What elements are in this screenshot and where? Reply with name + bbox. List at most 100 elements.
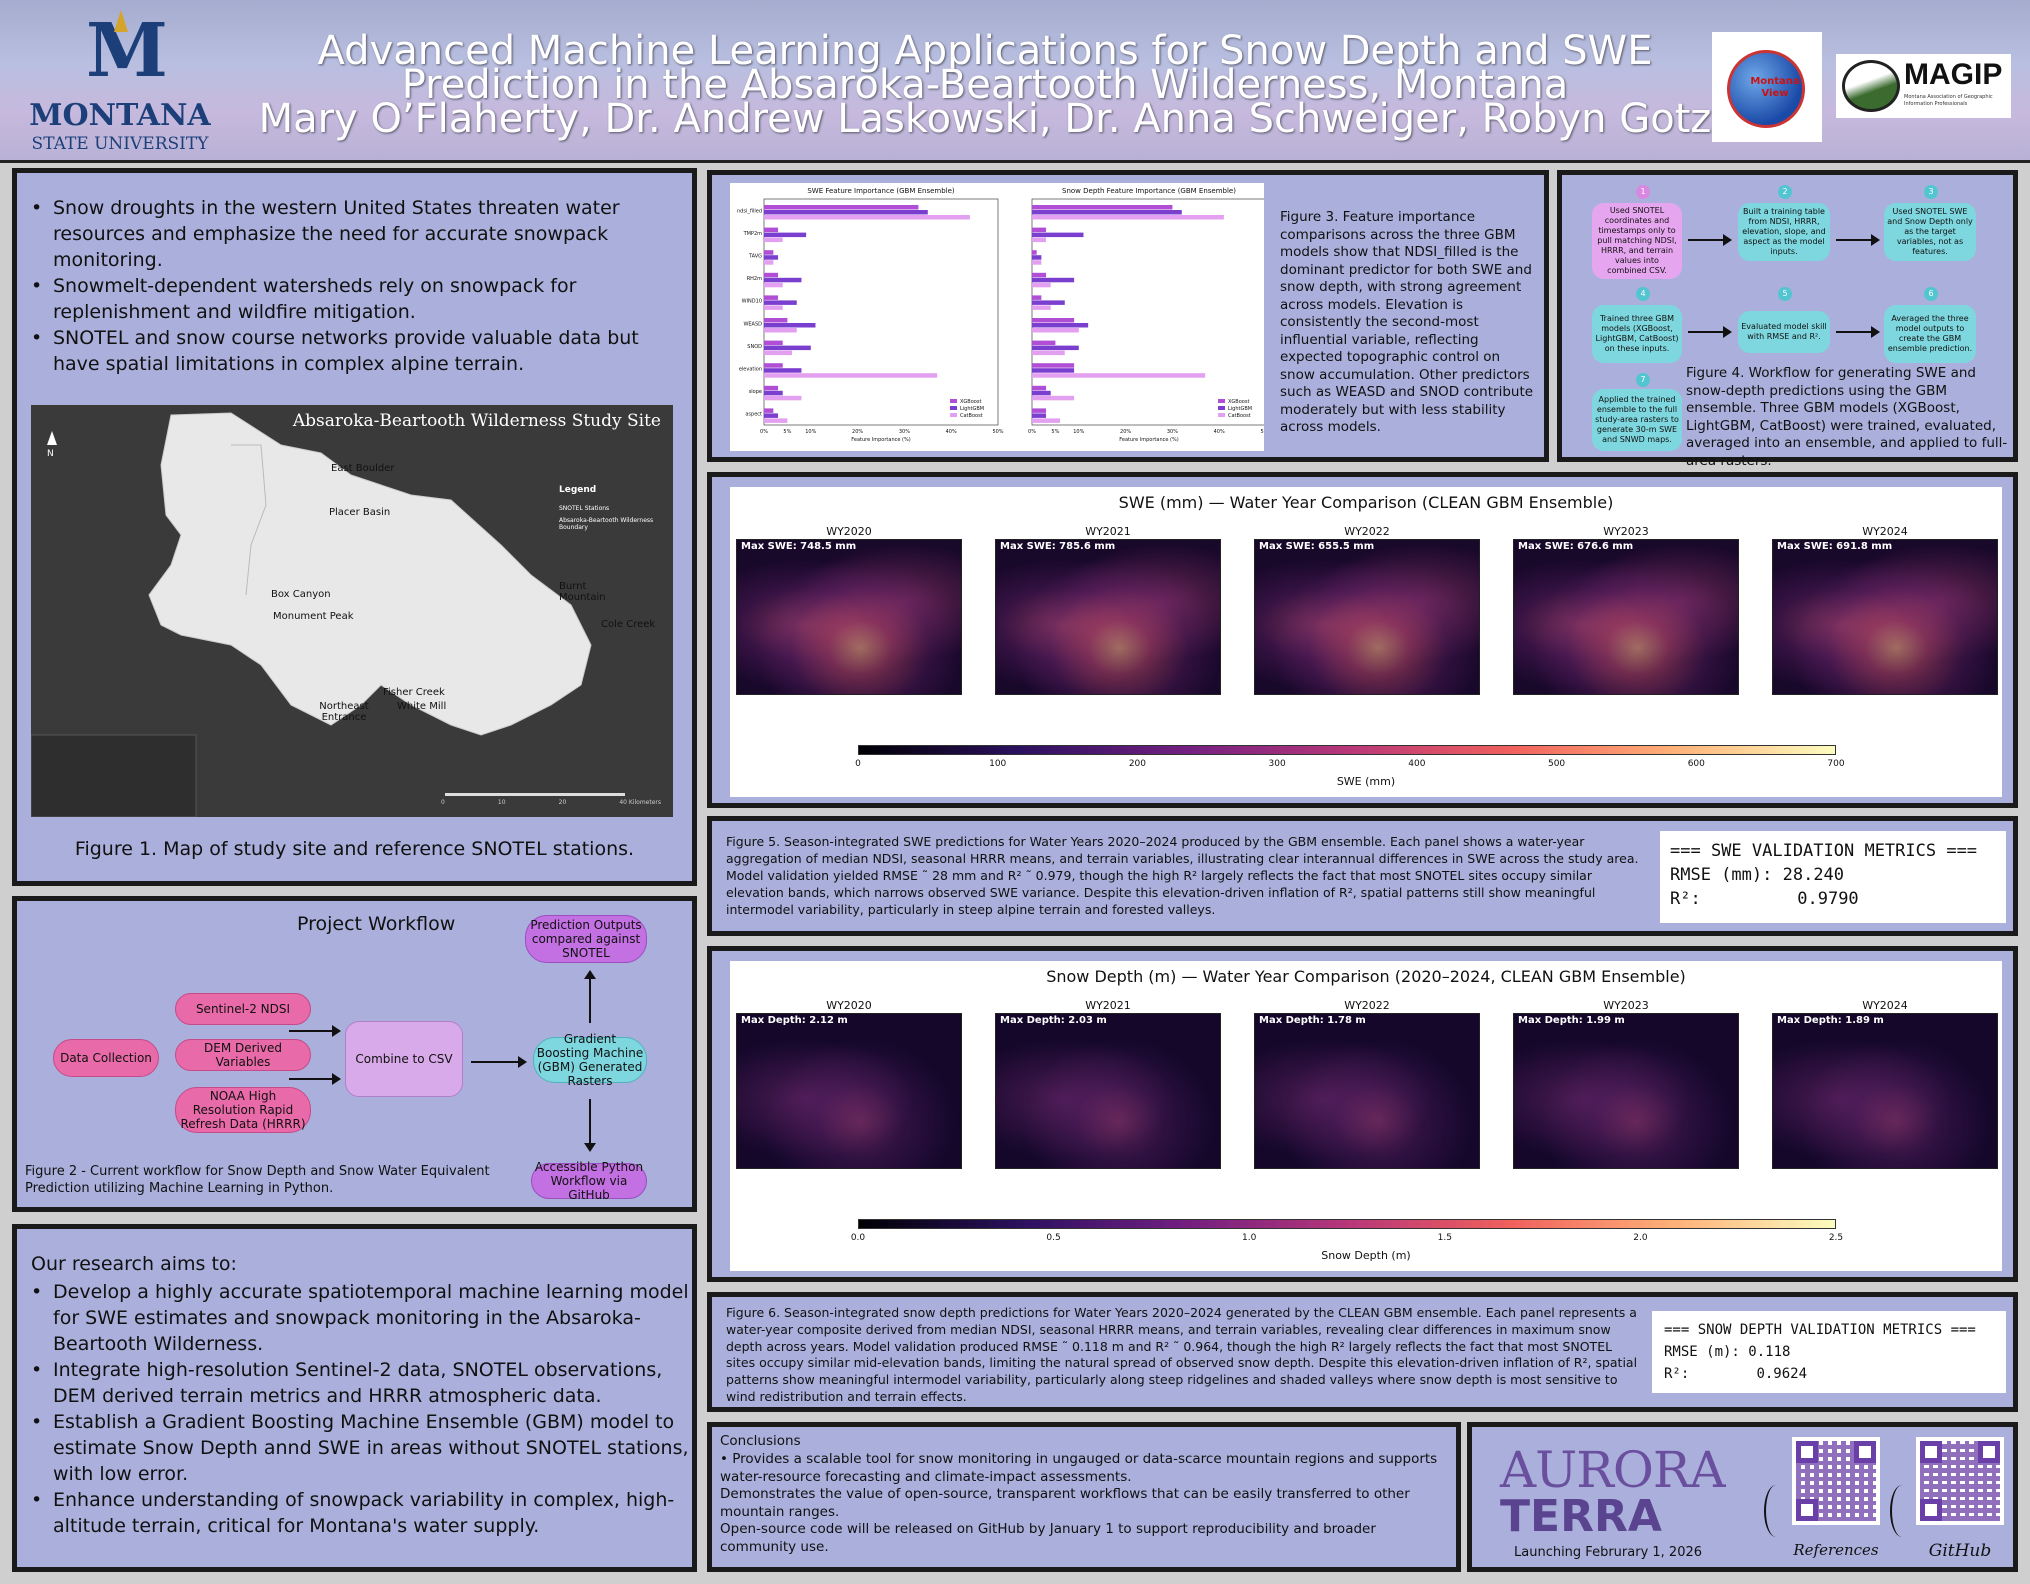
bar-lightgbm bbox=[764, 368, 802, 373]
bar-xgboost bbox=[764, 272, 779, 278]
bar-catboost bbox=[764, 373, 938, 378]
study-site-map: Absaroka-Beartooth Wilderness Study Site… bbox=[31, 405, 673, 817]
legend-swatch bbox=[1218, 399, 1225, 403]
bar-catboost bbox=[764, 282, 783, 288]
category-tick-label: WIND10 bbox=[742, 299, 762, 305]
aurora-logo-line2: TERRA bbox=[1500, 1491, 1662, 1542]
depth-validation-panel: Figure 6. Season-integrated snow depth p… bbox=[707, 1292, 2018, 1412]
depth-metrics-title: === SNOW DEPTH VALIDATION METRICS === bbox=[1664, 1322, 1976, 1338]
conclusions-panel: Conclusions • Provides a scalable tool f… bbox=[707, 1422, 1461, 1572]
hrrr-node: NOAA High Resolution Rapid Refresh Data … bbox=[175, 1087, 311, 1133]
swe-maps-frame: SWE (mm) — Water Year Comparison (CLEAN … bbox=[730, 487, 2002, 797]
scale-labels: 0 10 20 40 Kilometers bbox=[441, 799, 661, 806]
category-tick-label: TAVG bbox=[748, 254, 762, 260]
north-arrow-icon bbox=[47, 431, 57, 445]
plot-frame bbox=[763, 198, 999, 426]
bar-catboost bbox=[764, 350, 793, 356]
colorbar-tick-label: 2.5 bbox=[1828, 1233, 1844, 1243]
depth-maps-panel: Snow Depth (m) — Water Year Comparison (… bbox=[707, 946, 2018, 1282]
max-swe-label: Max SWE: 655.5 mm bbox=[1259, 541, 1375, 552]
x-tick-label: 30% bbox=[1167, 429, 1178, 435]
intro-bullet: Snow droughts in the western United Stat… bbox=[31, 195, 671, 273]
bar-catboost bbox=[1032, 418, 1061, 423]
colorbar-tick-label: 700 bbox=[1827, 759, 1845, 769]
bar-lightgbm bbox=[764, 390, 783, 396]
references-qr-code[interactable] bbox=[1792, 1437, 1880, 1525]
rmse-value: 28.240 bbox=[1782, 865, 1845, 885]
max-swe-label: Max SWE: 785.6 mm bbox=[1000, 541, 1116, 552]
bar-xgboost bbox=[764, 408, 774, 413]
montana-view-text: Montana View bbox=[1750, 76, 1800, 99]
scale-bar bbox=[445, 793, 625, 796]
bar-lightgbm bbox=[1032, 277, 1075, 283]
bar-catboost bbox=[764, 328, 797, 333]
bar-lightgbm bbox=[764, 255, 779, 260]
aims-bullet: Develop a highly accurate spatiotemporal… bbox=[31, 1279, 691, 1357]
r2-label: R²: bbox=[1670, 889, 1701, 909]
category-tick-label: slope bbox=[749, 389, 762, 395]
swe-map-image: Max SWE: 676.6 mm bbox=[1513, 539, 1739, 695]
map-graphic bbox=[31, 412, 592, 817]
step-number: 3 bbox=[1924, 185, 1938, 199]
github-label: GitHub bbox=[1928, 1541, 1992, 1561]
magip-logo-text: MAGIP bbox=[1904, 58, 2003, 91]
swe-map-image: Max SWE: 691.8 mm bbox=[1772, 539, 1998, 695]
colorbar-tick-label: 1.0 bbox=[1242, 1233, 1257, 1243]
rmse-label: RMSE (m): bbox=[1664, 1344, 1740, 1360]
legend-swatch bbox=[950, 413, 957, 417]
aims-bullet: Establish a Gradient Boosting Machine En… bbox=[31, 1409, 691, 1487]
poster-title-line2: Prediction in the Absaroka-Beartooth Wil… bbox=[401, 62, 1569, 108]
aurora-logo-line1: AURORA bbox=[1500, 1441, 1726, 1499]
conclusion-line: • Provides a scalable tool for snow moni… bbox=[720, 1451, 1438, 1485]
x-tick-label: 10% bbox=[805, 429, 816, 435]
category-tick-label: TMP2m bbox=[743, 231, 763, 237]
figure1-caption: Figure 1. Map of study site and referenc… bbox=[74, 838, 635, 860]
station-label: East Boulder bbox=[331, 463, 395, 474]
step-number: 2 bbox=[1778, 185, 1792, 199]
swe-maps-panel: SWE (mm) — Water Year Comparison (CLEAN … bbox=[707, 472, 2018, 808]
depth-colorbar-label: Snow Depth (m) bbox=[1321, 1249, 1411, 1262]
conclusions-heading: Conclusions bbox=[720, 1433, 801, 1449]
scale-label: 40 Kilometers bbox=[619, 799, 661, 806]
intro-bullet: SNOTEL and snow course networks provide … bbox=[31, 325, 671, 377]
msu-logo: M MONTANA STATE UNIVERSITY bbox=[22, 8, 218, 156]
station-label: Fisher Creek bbox=[383, 687, 445, 698]
intro-bullets: Snow droughts in the western United Stat… bbox=[31, 195, 671, 377]
bar-catboost bbox=[1032, 282, 1051, 288]
figure4-caption: Figure 4. Workflow for generating SWE an… bbox=[1686, 365, 2008, 469]
outputs-node: Prediction Outputs compared against SNOT… bbox=[525, 915, 647, 963]
step-box: Evaluated model skill with RMSE and R². bbox=[1738, 311, 1830, 353]
workflow-title: Project Workflow bbox=[297, 913, 456, 935]
bar-lightgbm bbox=[764, 232, 807, 238]
step-box: Used SNOTEL SWE and Snow Depth only as t… bbox=[1884, 203, 1976, 261]
x-tick-label: 50% bbox=[992, 429, 1003, 435]
intro-bullet: Snowmelt-dependent watersheds rely on sn… bbox=[31, 273, 671, 325]
aims-panel: Our research aims to: Develop a highly a… bbox=[12, 1224, 697, 1572]
colorbar-tick-label: 600 bbox=[1687, 759, 1705, 769]
montana-view-logo: Montana View bbox=[1712, 32, 1822, 142]
bar-xgboost bbox=[1032, 205, 1173, 210]
conclusion-line: Open-source code will be released on Git… bbox=[720, 1521, 1376, 1555]
depth-maps-title: Snow Depth (m) — Water Year Comparison (… bbox=[1046, 967, 1686, 986]
legend-label: CatBoost bbox=[960, 413, 983, 419]
aims-bullets: Develop a highly accurate spatiotemporal… bbox=[31, 1279, 691, 1539]
qr-finder bbox=[1854, 1441, 1876, 1463]
r2-value: 0.9624 bbox=[1756, 1366, 1808, 1382]
github-qr-code[interactable] bbox=[1916, 1437, 2004, 1525]
step-box: Averaged the three model outputs to crea… bbox=[1884, 305, 1976, 363]
depth-map-image: Max Depth: 1.78 m bbox=[1254, 1013, 1480, 1169]
colorbar-tick-label: 0.5 bbox=[1046, 1233, 1061, 1243]
conclusions-text: • Provides a scalable tool for snow moni… bbox=[720, 1451, 1450, 1556]
bar-catboost bbox=[764, 215, 970, 220]
figure3-caption: Figure 3. Feature importance comparisons… bbox=[1280, 209, 1534, 435]
arrow-step bbox=[1688, 234, 1732, 246]
bar-xgboost bbox=[764, 385, 779, 391]
swe-map-image: Max SWE: 748.5 mm bbox=[736, 539, 962, 695]
year-label: WY2020 bbox=[826, 525, 872, 538]
colorbar-tick-label: 0.0 bbox=[850, 1233, 866, 1243]
bar-catboost bbox=[764, 395, 802, 401]
legend-item: SNOTEL Stations bbox=[559, 505, 610, 512]
swe-metrics-title: === SWE VALIDATION METRICS === bbox=[1670, 841, 1978, 861]
gbm-node: Gradient Boosting Machine (GBM) Generate… bbox=[533, 1032, 647, 1088]
arrow-to-combine bbox=[289, 1073, 341, 1085]
